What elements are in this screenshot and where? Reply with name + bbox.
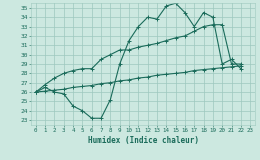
X-axis label: Humidex (Indice chaleur): Humidex (Indice chaleur) bbox=[88, 136, 198, 145]
